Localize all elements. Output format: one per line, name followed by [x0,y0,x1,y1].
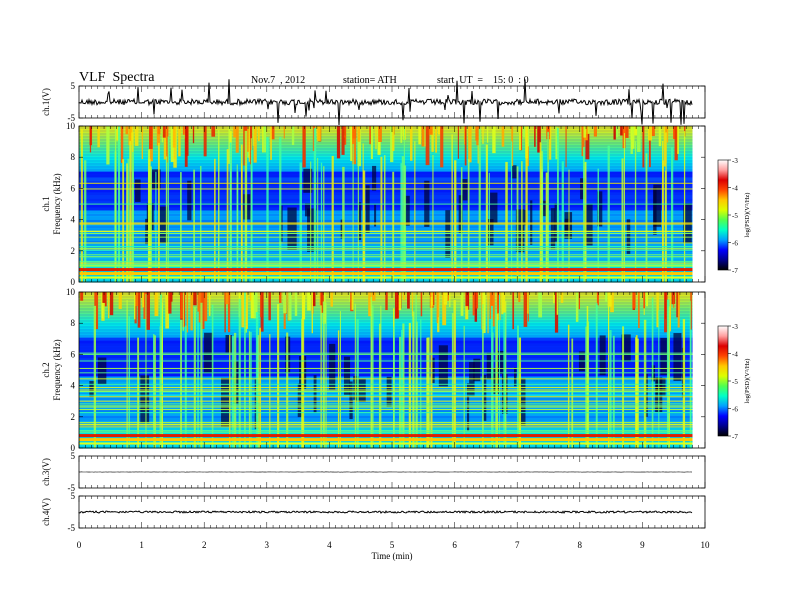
y-tick-label: 2 [71,412,76,422]
ch.2-colorbar [717,325,729,437]
x-tick-label: 4 [327,540,332,550]
x-tick-label: 2 [202,540,207,550]
x-tick-label: 7 [515,540,520,550]
channel-label: ch.2 [41,362,51,377]
colorbar-tick-label: -7 [732,267,738,275]
y-tick-label: 6 [71,349,76,359]
ch.1(V)-waveform [78,79,693,126]
x-tick-label: 3 [265,540,270,550]
y-tick-label: 6 [71,183,76,193]
x-tick-label: 8 [578,540,583,550]
y-tick-label: 5 [71,491,76,501]
x-tick-label: 0 [77,540,82,550]
start-time-label: start UT = 15: 0 : 0 [437,75,529,86]
y-tick-label: -5 [68,523,76,533]
x-tick-label: 6 [452,540,457,550]
colorbar-tick-label: -5 [732,212,738,220]
x-tick-label: 5 [390,540,395,550]
y-tick-label: 4 [71,381,76,391]
waveform-axis-label: ch.1(V) [41,88,51,116]
waveform-axis-label: ch.4(V) [41,498,51,526]
x-axis-label: Time (min) [372,551,413,561]
x-tick-label: 9 [640,540,645,550]
x-tick-label: 1 [139,540,144,550]
y-tick-label: 2 [71,246,76,256]
figure-title: VLF Spectra [79,70,155,85]
y-tick-label: 0 [71,443,76,453]
station-label: station= ATH [343,75,397,86]
ch.4(V)-waveform [78,510,693,515]
waveform-axis-label: ch.3(V) [41,458,51,486]
colorbar-tick-label: -6 [732,240,738,248]
colorbar-tick-label: -4 [732,185,738,193]
x-tick-label: 10 [701,540,711,550]
ch.1-colorbar [717,159,729,271]
colorbar-tick-label: -3 [732,157,738,165]
y-tick-label: 5 [71,451,76,461]
colorbar-tick-label: -3 [732,323,738,331]
channel-label: ch.1 [41,196,51,211]
y-tick-label: 4 [71,215,76,225]
ch.2-spectrogram [79,292,693,449]
colorbar-tick-label: -5 [732,378,738,386]
y-tick-label: 8 [71,152,76,162]
colorbar-tick-label: -7 [732,433,738,441]
y-tick-label: -5 [68,113,76,123]
y-tick-label: 10 [66,287,76,297]
frequency-axis-label: Frequency (kHz) [52,339,62,400]
frequency-axis-label: Frequency (kHz) [52,173,62,234]
y-tick-label: 0 [71,277,76,287]
y-tick-label: 5 [71,81,76,91]
colorbar-tick-label: -6 [732,406,738,414]
y-tick-label: 10 [66,121,76,131]
colorbar-label: log(PSD)(V²/Hz) [744,359,751,404]
ch.1-spectrogram [79,126,693,283]
colorbar-tick-label: -4 [732,351,738,359]
y-tick-label: 8 [71,318,76,328]
date-label: Nov.7 , 2012 [251,75,306,86]
y-tick-label: -5 [68,483,76,493]
colorbar-label: log(PSD)(V²/Hz) [744,193,751,238]
